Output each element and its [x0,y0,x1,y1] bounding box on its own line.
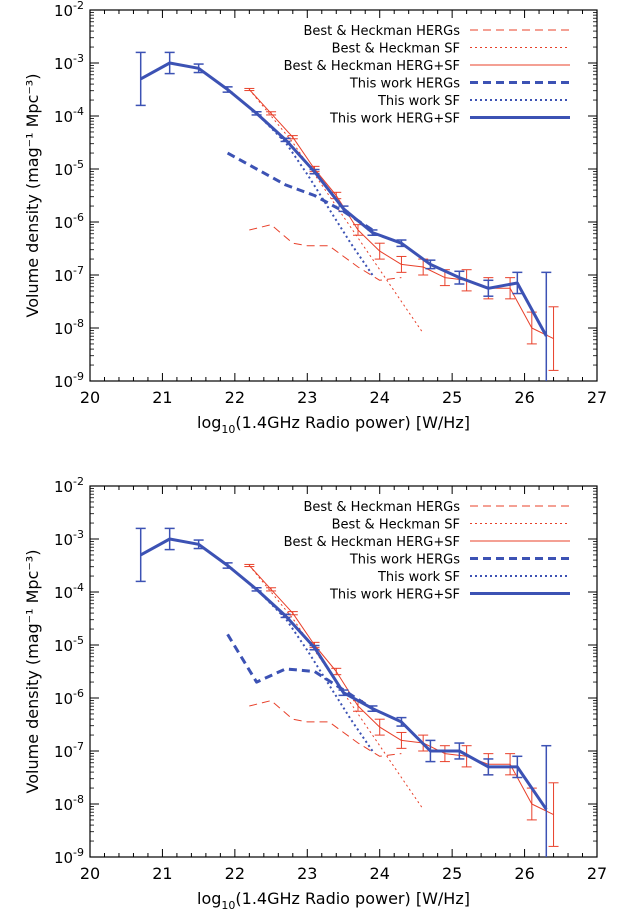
legend-label: Best & Heckman SF [332,42,460,57]
y-tick-label: 10-2 [54,0,84,20]
x-tick-label: 21 [152,388,172,407]
chart-panel-top: 20 21 22 23 24 25 26 27 10-2 10-3 10-4 10-5 10-6 10-7… [23,0,607,436]
legend-label: This work HERGs [349,77,460,92]
x-tick-label: 21 [152,864,172,883]
series-line-1 [248,565,424,810]
x-tick-label: 23 [297,388,317,407]
x-tick-label: 27 [587,388,607,407]
x-tick-label: 20 [80,388,100,407]
series-line-0 [249,224,402,281]
x-tick-label: 22 [225,388,245,407]
y-tick-label: 10-7 [54,740,84,761]
plot-frame [89,485,598,858]
y-tick-label: 10-2 [54,475,84,496]
y-tick-label: 10-8 [54,317,84,338]
y-tick-label: 10-4 [54,581,84,602]
x-tick-label: 24 [370,388,390,407]
legend-label: This work HERG+SF [329,588,460,603]
x-tick-label: 26 [514,864,534,883]
y-tick-label: 10-4 [54,105,84,126]
y-tick-label: 10-9 [54,370,84,391]
y-tick-label: 10-9 [54,846,84,867]
data-area [135,527,559,857]
legend-label: Best & Heckman HERGs [303,500,460,515]
y-tick-label: 10-5 [54,158,84,179]
data-area [135,51,559,381]
legend-label: This work HERG+SF [329,112,460,127]
series-line-5 [139,61,548,337]
y-tick-label: 10-3 [54,52,84,73]
y-tick-label: 10-3 [54,528,84,549]
x-tick-label: 25 [442,864,462,883]
series-line-1 [248,89,424,334]
y-tick-label: 10-8 [54,793,84,814]
legend-label: Best & Heckman HERGs [303,24,460,39]
series-line-0 [249,700,402,757]
legend-label: This work HERGs [349,553,460,568]
legend: Best & Heckman HERGs Best & Heckman SF Bes… [284,24,570,127]
y-tick-label: 10-6 [54,687,84,708]
series-line-5 [139,537,548,811]
legend-label: Best & Heckman SF [332,518,460,533]
x-tick-label: 20 [80,864,100,883]
x-tick-label: 23 [297,864,317,883]
legend-label: Best & Heckman HERG+SF [284,535,460,550]
y-tick-label: 10-5 [54,634,84,655]
y-axis-label: Volume density (mag⁻¹ Mpc⁻³) [23,550,42,794]
chart-panel-bottom: 20 21 22 23 24 25 26 27 10-2 10-3 10-4 10-5 10-6 10-7… [23,475,607,912]
plot-frame [89,9,598,382]
x-axis-label: log10(1.4GHz Radio power) [W/Hz] [197,889,470,912]
x-tick-label: 27 [587,864,607,883]
legend-label: Best & Heckman HERG+SF [284,59,460,74]
legend: Best & Heckman HERGs Best & Heckman SF Bes… [284,500,570,603]
x-axis-label: log10(1.4GHz Radio power) [W/Hz] [197,413,470,436]
y-tick-label: 10-6 [54,211,84,232]
y-axis-label: Volume density (mag⁻¹ Mpc⁻³) [23,74,42,318]
x-tick-label: 24 [370,864,390,883]
y-tick-label: 10-7 [54,264,84,285]
legend-label: This work SF [377,570,460,585]
x-tick-label: 22 [225,864,245,883]
series-line-3 [226,633,374,710]
legend-label: This work SF [377,94,460,109]
x-tick-label: 25 [442,388,462,407]
x-tick-label: 26 [514,388,534,407]
